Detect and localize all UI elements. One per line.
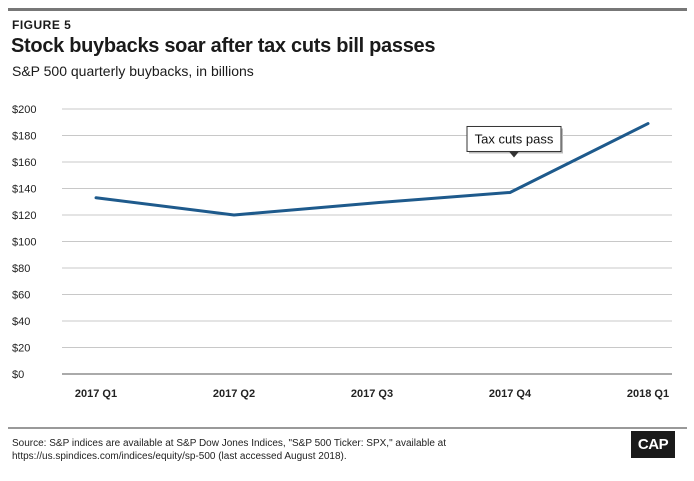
line-chart: $0 $20 $40 $60 $80 $100 $120 $140 $160 $180 $200 2… (12, 104, 672, 400)
callout-box (466, 125, 562, 152)
cap-logo: CAP (631, 431, 675, 458)
y-tick-label: $140 (12, 184, 36, 196)
source-note: Source: S&P indices are available at S&P… (12, 438, 447, 462)
chart-title: Stock buybacks soar after tax cuts bill … (11, 35, 436, 57)
x-tick-label: 2017 Q4 (489, 388, 532, 400)
y-tick-label: $160 (12, 157, 36, 169)
gridlines (62, 108, 672, 375)
x-tick-label: 2017 Q1 (75, 388, 117, 400)
y-tick-label: $0 (12, 369, 24, 381)
callout-pointer (509, 151, 519, 158)
y-tick-label: $80 (12, 263, 30, 275)
y-tick-label: $180 (12, 131, 36, 143)
bottom-rule (8, 427, 687, 429)
y-tick-label: $40 (12, 316, 30, 328)
series-line (94, 122, 650, 217)
x-tick-label: 2017 Q2 (213, 388, 255, 400)
annotations: Tax cuts pass (466, 125, 563, 158)
figure-label: FIGURE 5 (12, 18, 72, 32)
top-rule (8, 8, 687, 11)
annotation-callout: Tax cuts pass (466, 125, 563, 158)
x-axis-ticks: 2017 Q1 2017 Q2 2017 Q3 2017 Q4 2018 Q1 (75, 388, 669, 400)
chart-subtitle: S&P 500 quarterly buybacks, in billions (12, 63, 254, 79)
y-tick-label: $200 (12, 104, 36, 116)
y-tick-label: $100 (12, 237, 36, 249)
x-tick-label: 2018 Q1 (627, 388, 669, 400)
series-layer (94, 122, 650, 217)
x-tick-label: 2017 Q3 (351, 388, 393, 400)
y-tick-label: $60 (12, 290, 30, 302)
y-tick-label: $120 (12, 210, 36, 222)
y-axis-ticks: $0 $20 $40 $60 $80 $100 $120 $140 $160 $180 $200 (12, 104, 36, 381)
callout-text: Tax cuts pass (475, 131, 554, 146)
y-tick-label: $20 (12, 343, 30, 355)
